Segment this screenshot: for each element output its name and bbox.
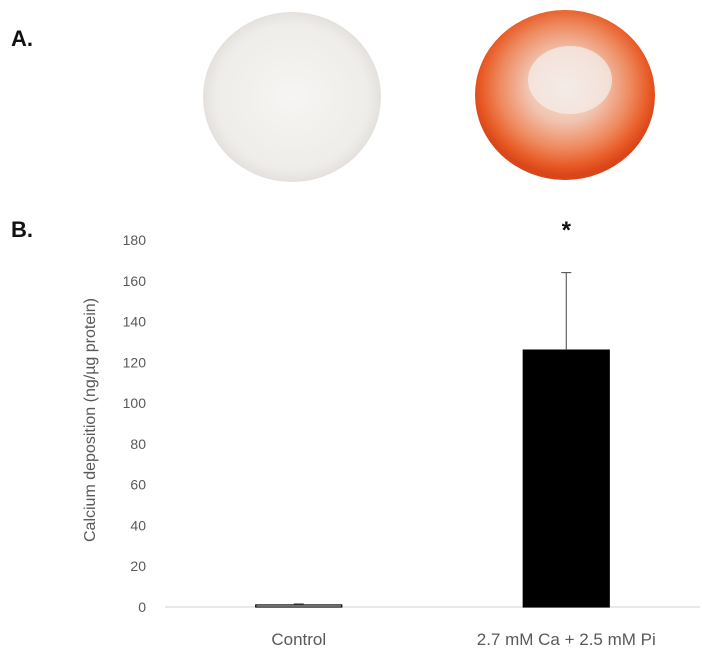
y-axis-title: Calcium deposition (ng/µg protein) bbox=[82, 298, 99, 542]
control-well-image bbox=[203, 12, 381, 182]
y-tick-label: 160 bbox=[123, 273, 147, 289]
y-axis-ticks: 0 20 40 60 80 100 120 140 160 180 bbox=[123, 232, 147, 615]
y-tick-label: 80 bbox=[130, 436, 146, 452]
panel-b-label: B. bbox=[11, 217, 33, 242]
y-tick-label: 0 bbox=[138, 599, 146, 615]
significance-marker: * bbox=[562, 217, 572, 244]
y-tick-label: 100 bbox=[123, 395, 147, 411]
bar bbox=[522, 349, 610, 608]
y-tick-label: 140 bbox=[123, 314, 147, 330]
y-tick-label: 20 bbox=[130, 558, 146, 574]
bars: * bbox=[255, 217, 610, 608]
bar bbox=[255, 604, 343, 608]
y-tick-label: 180 bbox=[123, 232, 147, 248]
x-axis-labels: Control 2.7 mM Ca + 2.5 mM Pi bbox=[271, 630, 655, 649]
y-tick-label: 120 bbox=[123, 354, 147, 370]
x-category-label: Control bbox=[271, 630, 326, 649]
x-category-label: 2.7 mM Ca + 2.5 mM Pi bbox=[477, 630, 656, 649]
y-tick-label: 40 bbox=[130, 517, 146, 533]
panel-a-label: A. bbox=[11, 26, 33, 51]
bar-chart: 0 20 40 60 80 100 120 140 160 180 * Control 2.7 mM… bbox=[82, 217, 700, 649]
calcified-well-center bbox=[528, 46, 612, 114]
well-images bbox=[203, 10, 655, 182]
y-tick-label: 60 bbox=[130, 477, 146, 493]
